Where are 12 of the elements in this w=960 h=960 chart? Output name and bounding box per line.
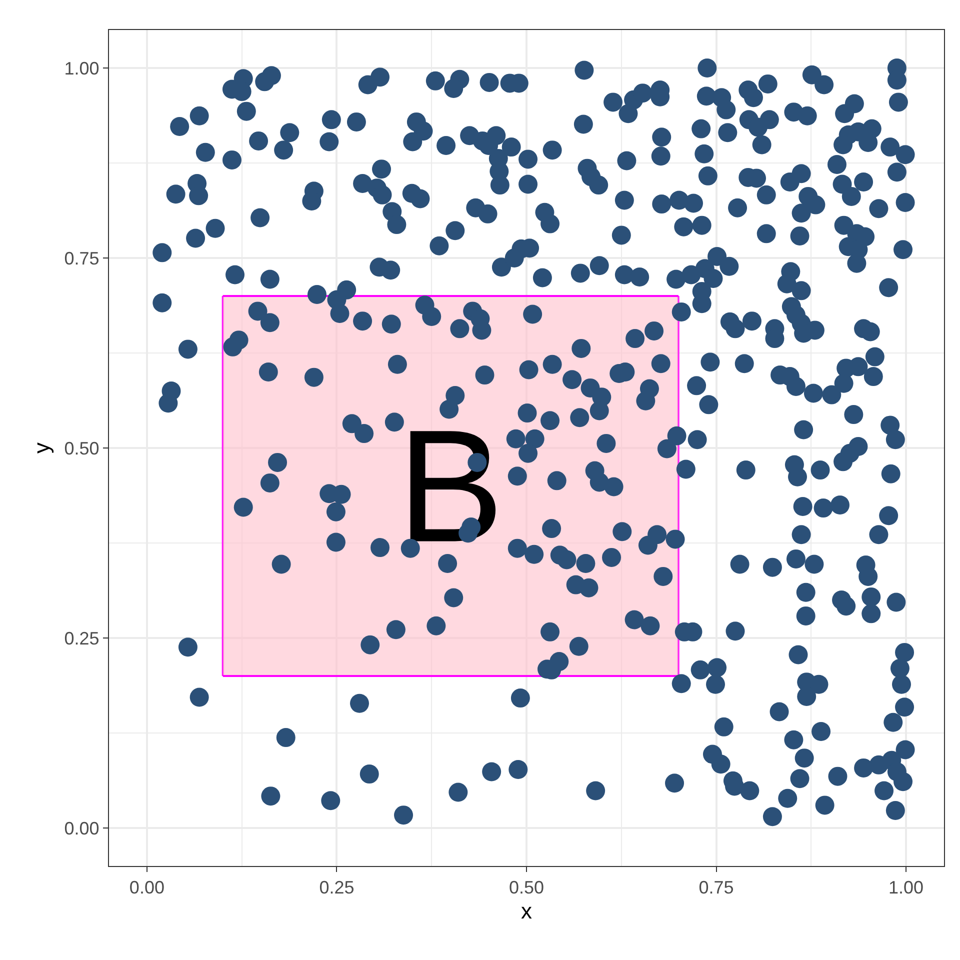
y-axis-title: y (29, 442, 54, 454)
x-tick-label: 0.25 (319, 878, 354, 898)
y-tick-label: 0.50 (64, 438, 100, 458)
x-tick-label: 0.50 (508, 878, 544, 898)
y-tick-label: 0.75 (64, 248, 100, 268)
y-tick-label: 0.00 (64, 818, 100, 838)
y-tick-label: 0.25 (64, 628, 100, 648)
x-tick-label: 0.00 (129, 878, 164, 898)
x-tick-label: 1.00 (888, 878, 924, 898)
y-tick-label: 1.00 (64, 58, 100, 78)
x-axis-title: x (521, 898, 532, 924)
x-tick-label: 0.75 (698, 878, 734, 898)
